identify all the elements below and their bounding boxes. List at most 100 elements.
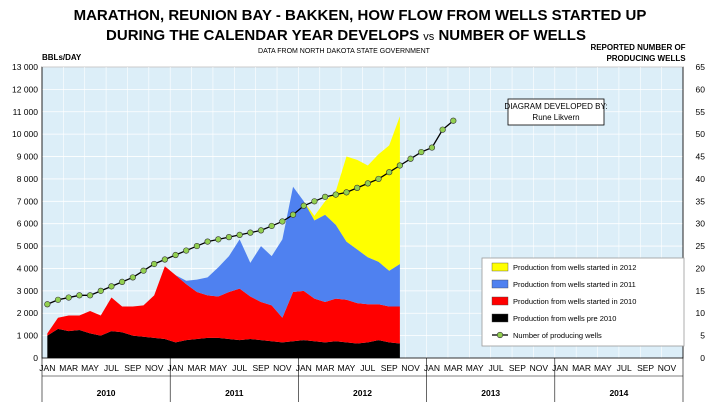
wells-point xyxy=(279,218,286,225)
wells-point xyxy=(161,256,168,263)
x-tick-label: MAR xyxy=(316,363,335,373)
y-left-tick-label: 11 000 xyxy=(13,107,39,117)
wells-point xyxy=(44,301,51,308)
year-label: 2011 xyxy=(225,388,244,398)
legend-swatch xyxy=(491,279,509,289)
wells-point xyxy=(450,117,457,124)
wells-point xyxy=(129,274,136,281)
area-series-2 xyxy=(47,186,400,334)
wells-point xyxy=(322,193,329,200)
y-right-tick-label: 35 xyxy=(696,196,706,206)
wells-point xyxy=(204,238,211,245)
year-label: 2012 xyxy=(353,388,372,398)
legend-label: Production from wells started in 2011 xyxy=(513,280,636,289)
wells-point xyxy=(225,234,233,241)
wells-line-series xyxy=(44,117,457,308)
wells-point xyxy=(343,189,350,196)
x-tick-label: NOV xyxy=(530,363,549,373)
y-right-tick-label: 50 xyxy=(696,129,706,139)
wells-point xyxy=(332,191,339,198)
wells-point xyxy=(386,169,393,176)
legend-swatch xyxy=(491,262,509,272)
x-tick-label: JAN xyxy=(552,363,568,373)
x-tick-label: JAN xyxy=(296,363,312,373)
wells-point xyxy=(54,296,62,303)
area-series xyxy=(47,116,400,358)
area-series-0 xyxy=(47,328,400,358)
y-left-tick-label: 8 000 xyxy=(17,174,39,184)
y-right-title-line1: REPORTED NUMBER OF xyxy=(590,43,685,52)
y-right-tick-label: 55 xyxy=(696,107,706,117)
x-tick-label: SEP xyxy=(381,363,398,373)
y-right-title-line2: PRODUCING WELLS xyxy=(606,54,686,63)
wells-point xyxy=(257,227,265,234)
y-right-tick-label: 5 xyxy=(700,331,705,341)
y-left-tick-label: 0 xyxy=(33,353,38,363)
x-tick-label: JUL xyxy=(232,363,247,373)
axes: 0 1 000 2 000 3 000 4 000 5 000 6 000 7 000 8 00… xyxy=(12,62,705,402)
wells-point xyxy=(236,231,243,238)
y-right-tick-label: 40 xyxy=(696,174,706,184)
wells-point xyxy=(396,162,403,169)
x-tick-label: JUL xyxy=(488,363,503,373)
legend-label: Number of producing wells xyxy=(513,331,602,340)
x-tick-label: JUL xyxy=(360,363,375,373)
wells-point xyxy=(183,247,190,254)
y-right-tick-label: 0 xyxy=(700,353,705,363)
y-left-tick-label: 9 000 xyxy=(17,152,39,162)
y-left-tick-label: 6 000 xyxy=(17,219,39,229)
x-tick-label: MAR xyxy=(187,363,206,373)
legend-box xyxy=(481,257,685,347)
x-tick-label: SEP xyxy=(253,363,270,373)
wells-point xyxy=(300,202,307,209)
y-left-tick-label: 2 000 xyxy=(17,308,39,318)
developer-annotation: DIAGRAM DEVELOPED BY: Rune Likvern xyxy=(504,98,608,126)
legend-label: Production from wells started in 2012 xyxy=(513,263,636,272)
chart-title-line2-vs: vs xyxy=(423,31,435,43)
wells-point xyxy=(172,251,179,259)
x-tick-label: MAY xyxy=(338,363,356,373)
y-left-tick-label: 3 000 xyxy=(17,286,39,296)
year-label: 2013 xyxy=(481,388,500,398)
wells-point xyxy=(151,260,158,268)
wells-point xyxy=(268,222,275,230)
year-label: 2014 xyxy=(609,388,628,398)
wells-point xyxy=(428,144,436,151)
wells-point xyxy=(108,283,115,290)
x-tick-label: MAR xyxy=(59,363,78,373)
wells-point xyxy=(439,126,446,133)
wells-point xyxy=(289,211,297,218)
y-right-tick-label: 65 xyxy=(696,62,706,72)
chart-title-line2-prefix: DURING THE CALENDAR YEAR DEVELOPS xyxy=(106,27,423,44)
wells-point xyxy=(65,294,72,301)
x-tick-label: MAR xyxy=(572,363,591,373)
y-left-tick-label: 5 000 xyxy=(17,241,39,251)
y-left-tick-label: 1 000 xyxy=(17,331,39,341)
y-left-tick-label: 10 000 xyxy=(12,129,38,139)
legend-swatch xyxy=(491,313,509,323)
x-tick-label: SEP xyxy=(637,363,654,373)
y-right-tick-label: 25 xyxy=(696,241,706,251)
wells-point xyxy=(119,278,126,285)
chart-title-line2: DURING THE CALENDAR YEAR DEVELOPS vs NUM… xyxy=(106,27,586,44)
x-tick-label: NOV xyxy=(273,363,292,373)
x-tick-label: MAY xyxy=(209,363,227,373)
x-tick-label: NOV xyxy=(658,363,677,373)
y-left-tick-label: 7 000 xyxy=(17,196,39,206)
x-tick-label: JUL xyxy=(617,363,632,373)
wells-point xyxy=(375,175,382,183)
y-right-tick-label: 20 xyxy=(696,263,706,273)
wells-point xyxy=(76,292,83,299)
legend-swatch xyxy=(491,296,509,306)
y-right-tick-label: 60 xyxy=(696,84,706,94)
y-left-tick-label: 4 000 xyxy=(17,263,39,273)
y-right-tick-label: 15 xyxy=(696,286,706,296)
legend: Production from wells started in 2012 Pro… xyxy=(481,257,685,347)
x-tick-label: JAN xyxy=(168,363,184,373)
y-right-tick-label: 45 xyxy=(696,152,706,162)
x-tick-label: NOV xyxy=(401,363,420,373)
legend-label: Production from wells started in 2010 xyxy=(513,297,636,306)
chart-subtitle: DATA FROM NORTH DAKOTA STATE GOVERNMENT xyxy=(258,48,431,55)
x-tick-label: JAN xyxy=(39,363,55,373)
